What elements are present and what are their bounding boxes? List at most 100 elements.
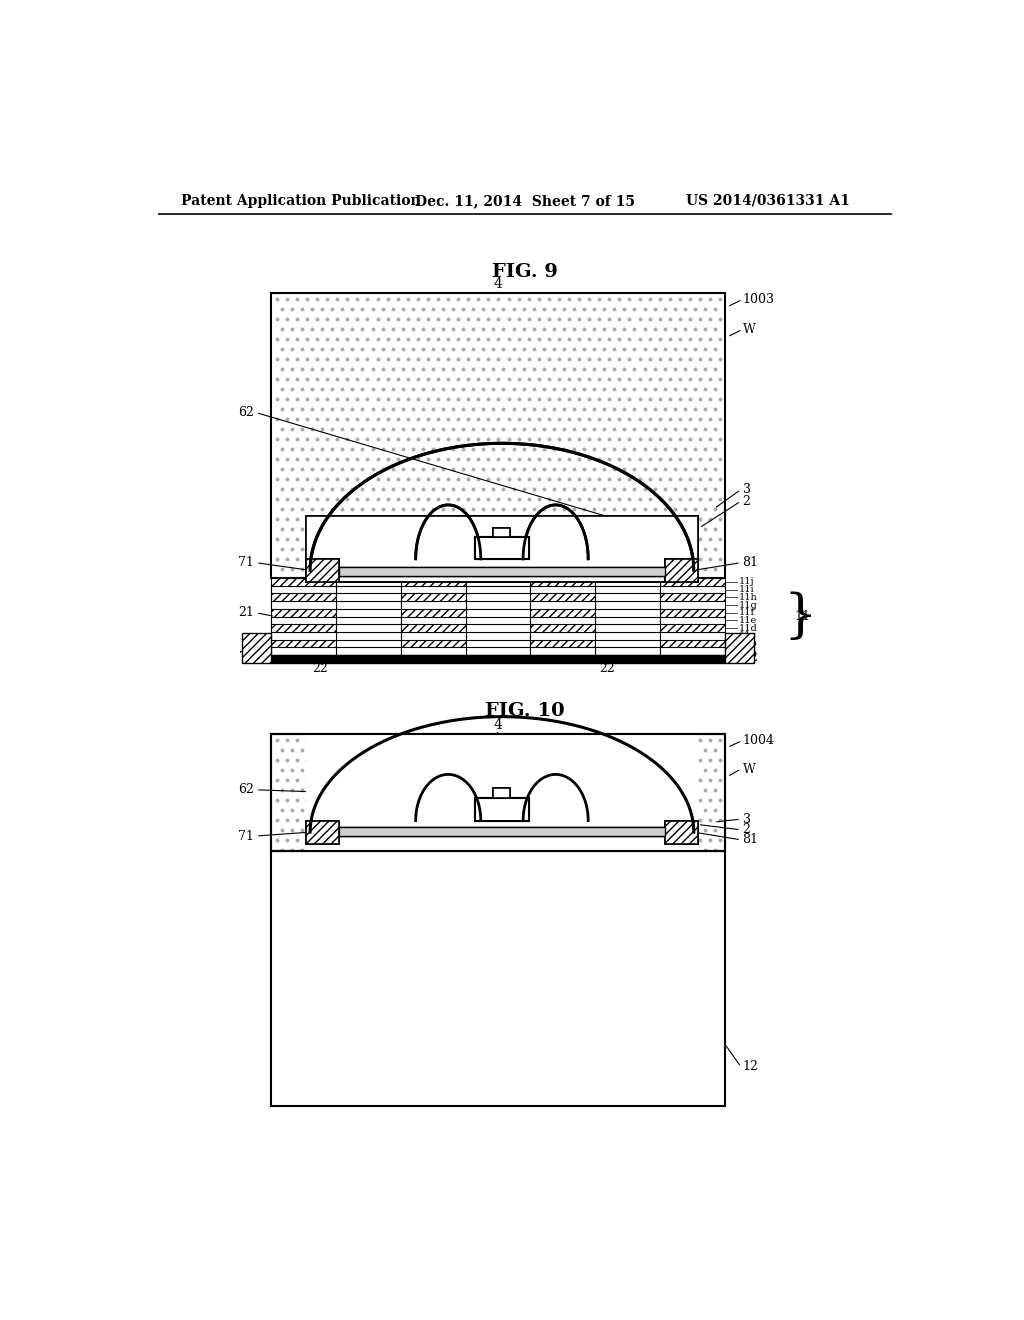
Bar [271,586,336,594]
Text: 11e: 11e [738,616,757,624]
Text: 72: 72 [239,651,254,664]
Text: 4: 4 [494,718,502,733]
Bar [401,601,466,609]
Text: 82: 82 [742,651,759,664]
Bar [475,797,529,821]
Bar [271,851,725,1105]
Bar [494,528,510,537]
Bar [271,647,336,655]
Bar [466,578,530,586]
Bar [306,734,697,851]
Bar [306,516,697,578]
Text: 11c: 11c [738,631,757,640]
Text: Patent Application Publication: Patent Application Publication [180,194,420,207]
Bar [336,609,401,616]
Text: 21: 21 [239,606,254,619]
Text: Dec. 11, 2014  Sheet 7 of 15: Dec. 11, 2014 Sheet 7 of 15 [415,194,635,207]
Text: 3: 3 [742,813,751,825]
Bar [665,821,697,843]
Text: }: } [783,591,816,642]
Bar [271,601,725,609]
Text: W: W [742,323,756,335]
Text: 11i: 11i [738,585,755,594]
Text: 22: 22 [312,663,328,676]
Bar [660,616,725,624]
Bar [271,601,336,609]
Bar [494,788,510,797]
Bar [466,640,530,647]
Text: 11: 11 [795,610,811,623]
Bar [665,558,697,582]
Text: 22: 22 [599,663,614,676]
Bar [271,632,336,640]
Bar [660,586,725,594]
Bar [665,558,697,582]
Bar [271,293,725,578]
Text: 1003: 1003 [742,293,774,306]
Text: 11j: 11j [738,577,755,586]
Text: 11h: 11h [738,593,758,602]
Text: 11b: 11b [738,639,758,648]
Bar [401,647,466,655]
Bar [339,826,665,836]
Bar [466,624,530,632]
Bar [494,528,510,537]
Bar [336,578,401,586]
Bar [242,634,271,663]
Bar [306,821,339,843]
Bar [530,632,595,640]
Bar [475,797,529,821]
Bar [271,616,725,624]
Bar [401,632,466,640]
Text: 2: 2 [742,495,751,508]
Bar [271,616,336,624]
Bar [665,821,697,843]
Bar [271,594,725,601]
Bar [306,516,697,582]
Bar [595,578,660,586]
Bar [530,647,595,655]
Bar [660,647,725,655]
Bar [401,586,466,594]
Bar [475,537,529,558]
Bar [530,601,595,609]
Bar [306,821,339,843]
Bar [595,624,660,632]
Bar [271,734,725,851]
Bar [660,601,725,609]
Bar [271,609,725,616]
Bar [271,632,725,640]
Text: FIG. 9: FIG. 9 [492,264,558,281]
Bar [271,578,725,586]
Bar [271,734,725,851]
Bar [725,634,755,663]
Bar [339,826,665,836]
Bar [306,558,339,582]
Text: US 2014/0361331 A1: US 2014/0361331 A1 [686,194,850,207]
Bar [271,586,725,594]
Bar [530,616,595,624]
Bar [336,624,401,632]
Bar [475,537,529,558]
Text: 12: 12 [742,1060,759,1073]
Bar [336,640,401,647]
Bar [339,566,665,576]
Bar [339,566,665,576]
Bar [466,594,530,601]
Bar [336,594,401,601]
Text: 1004: 1004 [742,734,774,747]
Bar [271,655,725,663]
Text: 2: 2 [742,824,751,837]
Bar [271,647,725,655]
Text: 71: 71 [239,556,254,569]
Bar [595,640,660,647]
Bar [306,516,697,582]
Bar [401,616,466,624]
Text: 11g: 11g [738,601,758,610]
Text: 81: 81 [742,833,759,846]
Bar [660,632,725,640]
Text: W: W [742,763,756,776]
Text: 62: 62 [239,407,254,418]
Text: 11d: 11d [738,623,758,632]
Text: FIG. 10: FIG. 10 [485,702,564,721]
